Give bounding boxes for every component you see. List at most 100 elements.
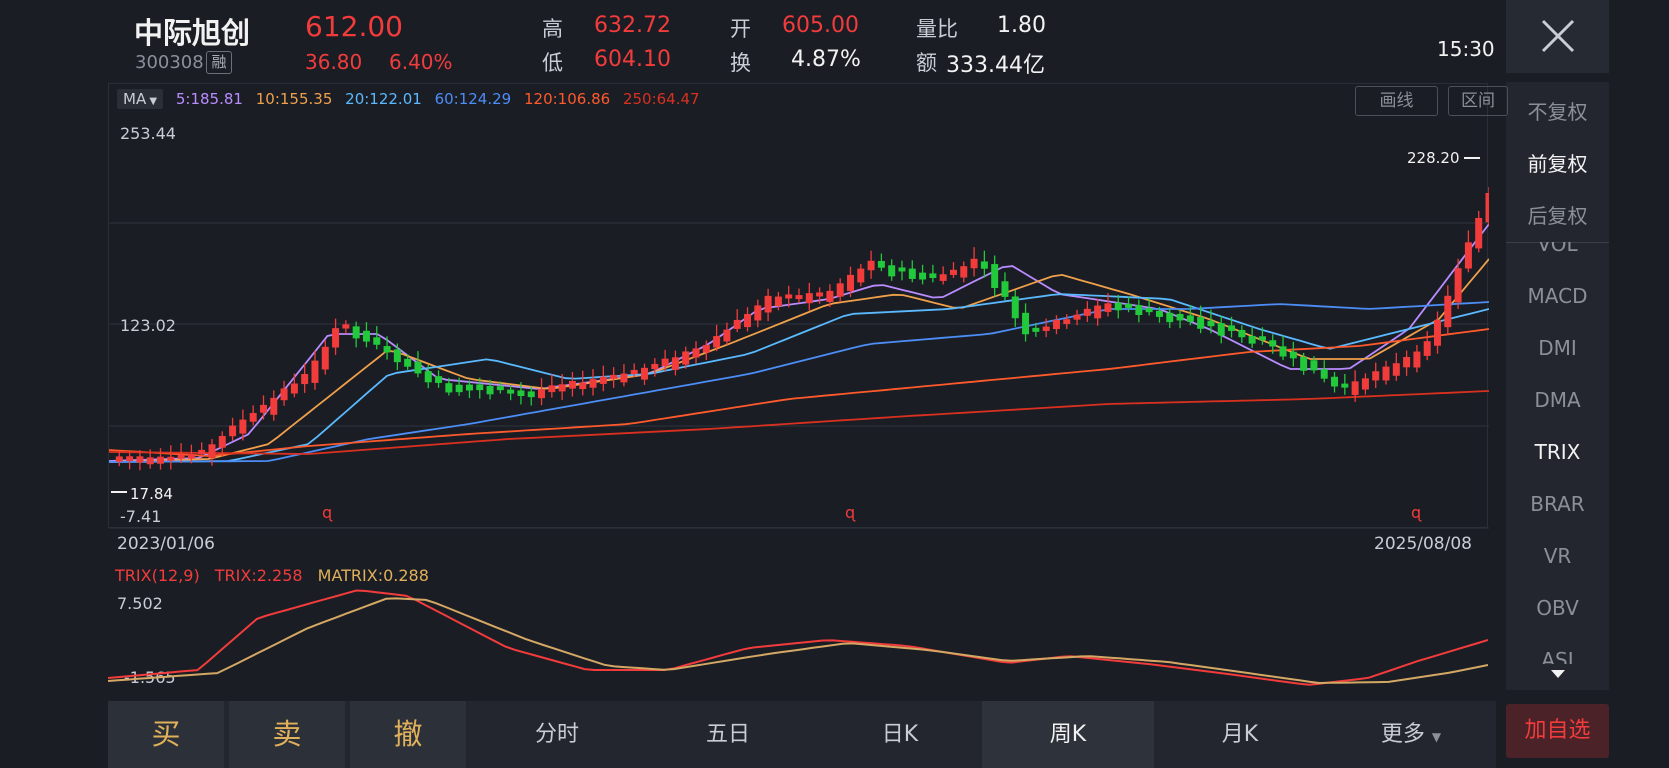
candlestick [1258,336,1266,341]
candlestick [1464,242,1472,269]
stock-name: 中际旭创 [134,16,251,50]
candlestick [321,346,329,370]
candlestick [1289,351,1297,359]
candlestick [1125,303,1133,308]
candlestick [1186,315,1194,322]
volume-ratio-value: 1.80 [997,13,1046,38]
close-button[interactable] [1506,0,1609,73]
candlestick [383,346,391,353]
scroll-down-icon[interactable] [1551,670,1565,679]
tab-daily-k[interactable]: 日K [881,722,919,747]
side-item-macd[interactable]: MACD [1527,284,1588,308]
side-item-no-adjust[interactable]: 不复权 [1527,100,1588,124]
trix-chart[interactable] [107,558,1489,692]
tab-weekly-k[interactable]: 周K [982,701,1154,768]
candlestick [393,349,401,363]
candlestick [805,293,813,304]
side-item-vr[interactable]: VR [1543,544,1572,568]
candlestick [115,456,123,462]
candlestick [1485,192,1489,223]
moving-average-line [109,223,1489,462]
candlestick [785,294,793,299]
candlestick [1011,296,1019,319]
candlestick [332,328,340,348]
candlestick [270,397,278,415]
candlestick [589,379,597,388]
event-marker-icon[interactable]: ɋ [322,503,333,522]
trix-name[interactable]: TRIX(12,9) [115,566,200,585]
y-axis-top: 253.44 [120,124,176,143]
candlestick [774,296,782,307]
buy-button[interactable]: 买 [108,701,224,768]
sell-button[interactable]: 卖 [229,701,345,768]
candlestick [1361,378,1369,390]
candlestick [702,345,710,353]
candlestick [136,456,144,463]
side-item-backward-adjust[interactable]: 后复权 [1527,204,1588,228]
tab-more[interactable]: 更多 ▼ [1326,701,1496,768]
side-item-trix[interactable]: TRIX [1534,440,1581,464]
candlestick [1001,281,1009,297]
candlestick [898,267,906,272]
candlestick [373,337,381,345]
candlestick [1228,325,1236,331]
candlestick [1094,305,1102,319]
close-icon [1541,19,1575,53]
candlestick [1063,319,1071,324]
candlestick [1300,356,1308,371]
candlestick [713,336,721,348]
candlestick [877,260,885,268]
candlestick [496,386,504,391]
candlestick [352,326,360,339]
candlestick [846,274,854,291]
low-marker: 17.84 [130,485,173,503]
candlestick [682,351,690,365]
tab-five-day[interactable]: 五日 [705,722,750,747]
range-button[interactable]: 区间 [1448,86,1508,116]
volume-ratio-label: 量比 [916,17,958,41]
side-item-brar[interactable]: BRAR [1530,492,1585,516]
date-start: 2023/01/06 [117,534,215,554]
tab-more-label: 更多 [1380,722,1425,747]
draw-line-button[interactable]: 画线 [1355,86,1438,116]
side-item-dmi[interactable]: DMI [1538,336,1577,360]
moving-average-line [109,301,1489,463]
event-marker-icon[interactable]: ɋ [1411,503,1422,522]
candlestick [1279,346,1287,357]
candlestick [1145,308,1153,313]
high-marker: 228.20 [1407,149,1460,167]
event-marker-icon[interactable]: ɋ [845,503,856,522]
candlestick [1392,363,1400,376]
candlestick [1454,268,1462,303]
trix-y-top: 7.502 [117,594,163,613]
ma-selector[interactable]: MA ▼ [117,89,164,109]
candlestick [1248,335,1256,344]
candlestick [476,384,484,391]
candlestick [1269,340,1277,347]
candlestick [311,360,319,383]
price-change: 36.80 [305,50,363,74]
side-item-vol[interactable]: VOL [1537,232,1578,256]
low-marker-tick [111,491,127,493]
candlestick [733,319,741,329]
tab-monthly-k[interactable]: 月K [1221,722,1259,747]
side-item-obv[interactable]: OBV [1536,596,1579,620]
candlestick [579,382,587,390]
add-to-watchlist-button[interactable]: 加自选 [1506,704,1609,758]
candlestick [888,265,896,277]
candlestick [857,268,865,283]
candlestick [1052,319,1060,330]
candlestick [218,435,226,448]
kline-chart[interactable] [108,83,1489,529]
moving-average-line [109,328,1489,457]
tab-intraday[interactable]: 分时 [534,722,579,747]
side-item-forward-adjust[interactable]: 前复权 [1527,152,1588,176]
ma-legend: MA ▼ 5:185.81 10:155.35 20:122.01 60:124… [117,89,708,112]
side-item-asi[interactable]: ASI [1541,648,1574,664]
candlestick [641,367,649,380]
cancel-order-button[interactable]: 撤 [350,701,466,768]
candlestick [558,384,566,392]
candlestick [1320,369,1328,379]
side-item-dma[interactable]: DMA [1534,388,1581,412]
matrix-value: MATRIX:0.288 [317,566,429,585]
